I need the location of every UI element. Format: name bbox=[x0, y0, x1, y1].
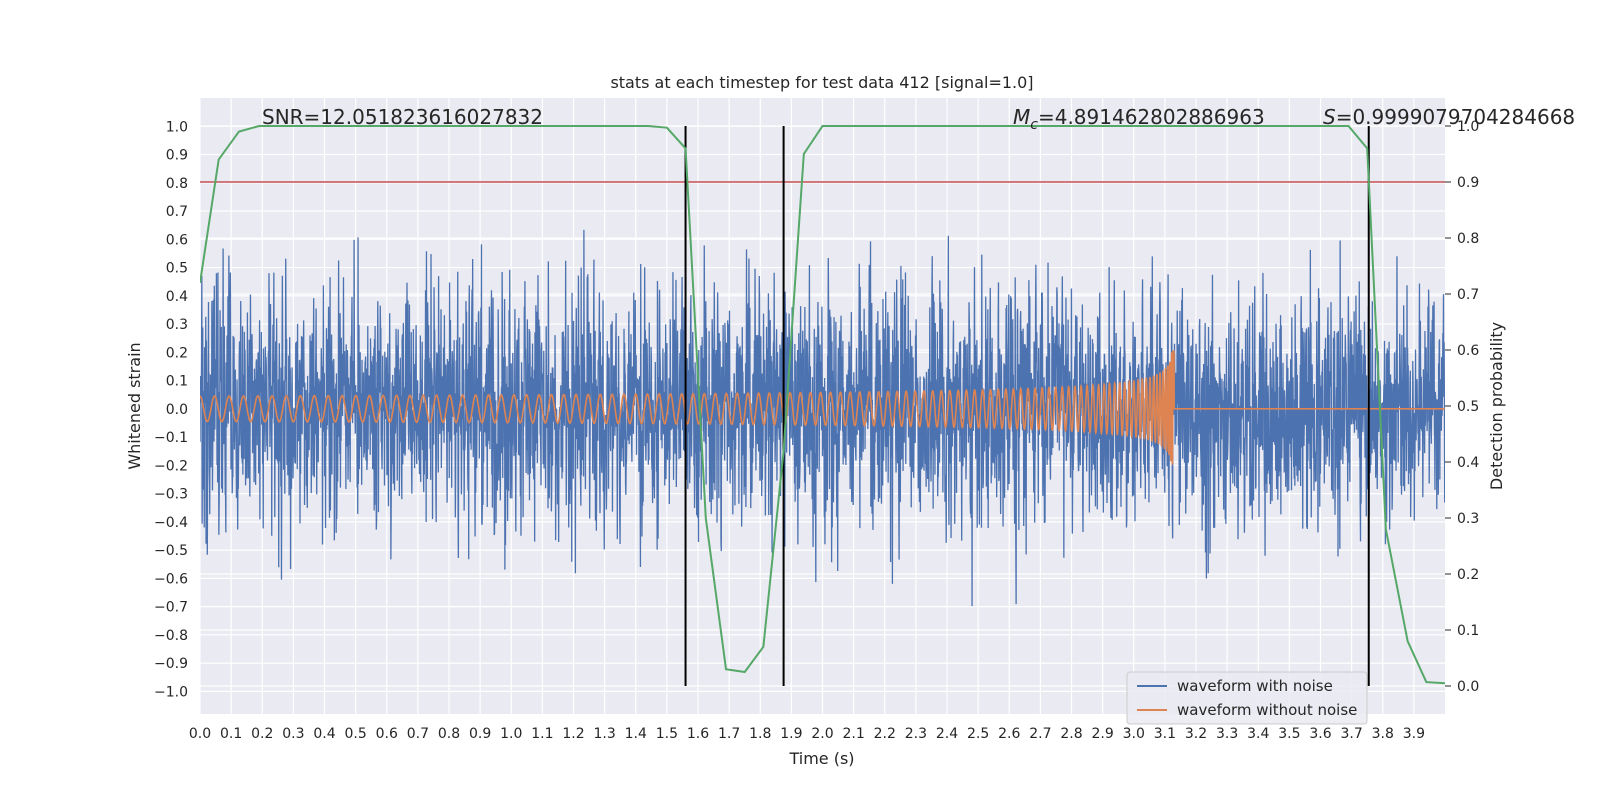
y2-axis-label: Detection probability bbox=[1487, 322, 1506, 490]
chirp-mass-value: =4.891462802886963 bbox=[1038, 105, 1265, 129]
x-tick-label: 3.3 bbox=[1216, 726, 1238, 742]
y-tick-label: 0.1 bbox=[166, 374, 188, 390]
x-tick-label: 3.6 bbox=[1309, 726, 1331, 742]
y2-tick-label: 0.5 bbox=[1457, 399, 1479, 415]
x-tick-label: 2.1 bbox=[842, 726, 864, 742]
x-tick-label: 0.3 bbox=[282, 726, 304, 742]
x-tick-label: 0.1 bbox=[220, 726, 242, 742]
x-tick-label: 2.8 bbox=[1060, 726, 1082, 742]
y2-tick-label: 0.4 bbox=[1457, 455, 1479, 471]
x-tick-label: 3.4 bbox=[1247, 726, 1269, 742]
x-tick-label: 1.3 bbox=[593, 726, 615, 742]
y-tick-label: −0.5 bbox=[154, 543, 188, 559]
x-tick-label: 1.5 bbox=[656, 726, 678, 742]
chirp-mass-subscript: c bbox=[1030, 117, 1038, 133]
x-tick-label: 3.1 bbox=[1154, 726, 1176, 742]
legend-box bbox=[1126, 671, 1368, 725]
y-tick-label: −0.7 bbox=[154, 600, 188, 616]
y-tick-label: −0.1 bbox=[154, 430, 188, 446]
x-tick-label: 2.3 bbox=[905, 726, 927, 742]
y-tick-label: −1.0 bbox=[154, 684, 188, 700]
x-tick-label: 1.8 bbox=[749, 726, 771, 742]
y-tick-label: 0.5 bbox=[166, 261, 188, 277]
snr-annotation: SNR=12.051823616027832 bbox=[262, 105, 543, 129]
series-detection-probability bbox=[200, 125, 1445, 685]
y-tick-label: 0.3 bbox=[166, 317, 188, 333]
y-tick-label: 0.6 bbox=[166, 232, 188, 248]
ticks-layer: 0.0 0.1 0.2 0.3 0.4 0.5 0.6 0.7 0.8 0.9 1.0 1.1 1.2 1… bbox=[154, 119, 1479, 742]
x-tick-label: 2.2 bbox=[874, 726, 896, 742]
x-tick-label: 2.4 bbox=[936, 726, 958, 742]
x-tick-label: 3.5 bbox=[1278, 726, 1300, 742]
y2-tick-label: 0.0 bbox=[1457, 679, 1479, 695]
y-tick-label: 1.0 bbox=[166, 119, 188, 135]
x-tick-label: 0.8 bbox=[438, 726, 460, 742]
x-tick-label: 2.7 bbox=[1029, 726, 1051, 742]
y-tick-label: −0.6 bbox=[154, 571, 188, 587]
y-tick-label: −0.2 bbox=[154, 458, 188, 474]
legend: waveform with noise waveform without noi… bbox=[1126, 671, 1368, 725]
y-tick-label: 0.0 bbox=[166, 402, 188, 418]
x-tick-label: 3.8 bbox=[1372, 726, 1394, 742]
score-symbol: S bbox=[1323, 105, 1336, 129]
y2-tick-label: 0.9 bbox=[1457, 175, 1479, 191]
x-tick-label: 0.9 bbox=[469, 726, 491, 742]
x-tick-label: 1.1 bbox=[531, 726, 553, 742]
x-tick-label: 0.7 bbox=[407, 726, 429, 742]
y2-tick-label: 0.3 bbox=[1457, 511, 1479, 527]
x-tick-label: 3.0 bbox=[1123, 726, 1145, 742]
y2-tick-label: 1.0 bbox=[1457, 119, 1479, 135]
chirp-mass-annotation: Mc=4.891462802886963 bbox=[1013, 105, 1265, 133]
series-waveform-without-noise bbox=[200, 350, 1445, 465]
legend-label-noisy: waveform with noise bbox=[1177, 677, 1333, 695]
x-tick-label: 0.2 bbox=[251, 726, 273, 742]
x-tick-label: 2.9 bbox=[1091, 726, 1113, 742]
score-annotation: S=0.9999079704284668 bbox=[1323, 105, 1575, 129]
x-tick-label: 1.6 bbox=[687, 726, 709, 742]
x-tick-label: 3.2 bbox=[1185, 726, 1207, 742]
y-axis-label: Whitened strain bbox=[125, 342, 144, 469]
x-tick-label: 3.7 bbox=[1340, 726, 1362, 742]
legend-label-clean: waveform without noise bbox=[1177, 701, 1357, 719]
score-value: =0.9999079704284668 bbox=[1336, 105, 1575, 129]
x-tick-label: 1.0 bbox=[500, 726, 522, 742]
y-tick-label: 0.7 bbox=[166, 204, 188, 220]
y-tick-label: −0.8 bbox=[154, 628, 188, 644]
series-layer bbox=[200, 125, 1445, 686]
x-tick-label: 2.6 bbox=[998, 726, 1020, 742]
x-tick-label: 0.5 bbox=[344, 726, 366, 742]
y2-tick-label: 0.7 bbox=[1457, 287, 1479, 303]
x-tick-label: 0.0 bbox=[189, 726, 211, 742]
x-tick-label: 2.5 bbox=[967, 726, 989, 742]
chirp-mass-symbol: M bbox=[1013, 105, 1030, 129]
x-tick-label: 0.4 bbox=[313, 726, 335, 742]
x-tick-label: 1.9 bbox=[780, 726, 802, 742]
y-tick-label: 0.4 bbox=[166, 289, 188, 305]
y-tick-label: −0.3 bbox=[154, 487, 188, 503]
x-tick-label: 2.0 bbox=[811, 726, 833, 742]
x-tick-label: 3.9 bbox=[1403, 726, 1425, 742]
y2-tick-label: 0.8 bbox=[1457, 231, 1479, 247]
x-tick-label: 1.2 bbox=[562, 726, 584, 742]
chart-title: stats at each timestep for test data 412… bbox=[610, 73, 1033, 92]
y2-tick-label: 0.6 bbox=[1457, 343, 1479, 359]
x-tick-label: 1.4 bbox=[625, 726, 647, 742]
series-waveform-with-noise bbox=[200, 229, 1445, 607]
y2-tick-label: 0.1 bbox=[1457, 623, 1479, 639]
x-tick-label: 1.7 bbox=[718, 726, 740, 742]
y-tick-label: 0.9 bbox=[166, 148, 188, 164]
y-tick-label: 0.2 bbox=[166, 345, 188, 361]
y-tick-label: −0.9 bbox=[154, 656, 188, 672]
y-tick-label: −0.4 bbox=[154, 515, 188, 531]
y-tick-label: 0.8 bbox=[166, 176, 188, 192]
x-axis-label: Time (s) bbox=[788, 749, 854, 768]
x-tick-label: 0.6 bbox=[376, 726, 398, 742]
y2-tick-label: 0.2 bbox=[1457, 567, 1479, 583]
